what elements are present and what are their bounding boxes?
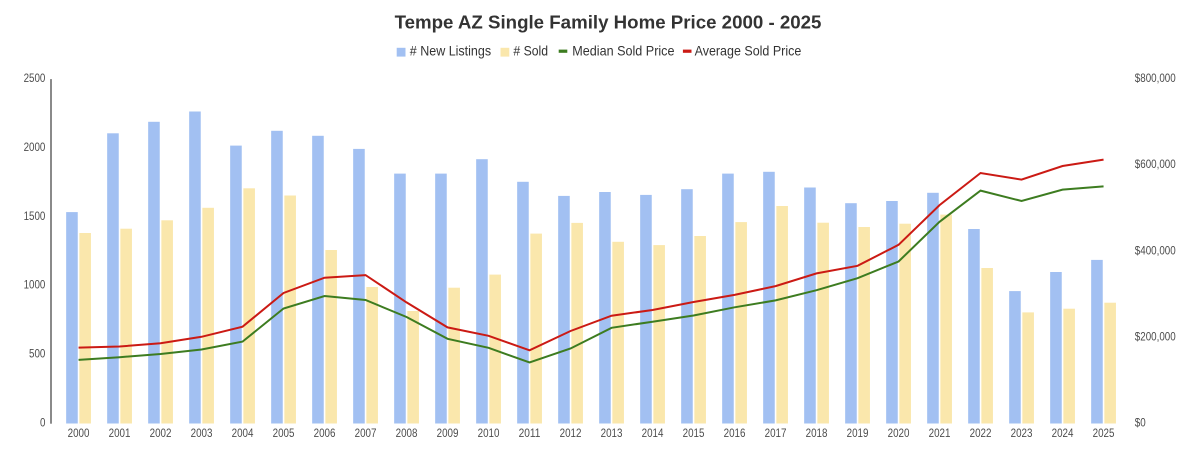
svg-text:1500: 1500 [24,209,46,223]
svg-text:2009: 2009 [437,426,459,440]
svg-text:2019: 2019 [847,426,869,440]
svg-text:2017: 2017 [765,426,787,440]
svg-text:2000: 2000 [68,426,90,440]
svg-text:$200,000: $200,000 [1135,329,1176,343]
svg-text:2025: 2025 [1093,426,1115,440]
svg-text:2008: 2008 [396,426,418,440]
svg-text:$0: $0 [1135,416,1146,430]
svg-text:2020: 2020 [888,426,910,440]
svg-text:2016: 2016 [724,426,746,440]
svg-text:2012: 2012 [560,426,582,440]
svg-text:# Sold: # Sold [513,43,548,59]
svg-text:2013: 2013 [601,426,623,440]
svg-text:# New Listings: # New Listings [410,43,491,59]
svg-text:2004: 2004 [232,426,254,440]
svg-text:2007: 2007 [355,426,377,440]
svg-text:2010: 2010 [478,426,500,440]
svg-text:2014: 2014 [642,426,664,440]
svg-text:2005: 2005 [273,426,295,440]
svg-text:2024: 2024 [1052,426,1074,440]
svg-text:2500: 2500 [24,71,46,85]
svg-text:2003: 2003 [191,426,213,440]
svg-text:2018: 2018 [806,426,828,440]
svg-text:500: 500 [29,347,46,361]
svg-text:2022: 2022 [970,426,992,440]
svg-text:2006: 2006 [314,426,336,440]
svg-text:2011: 2011 [519,426,541,440]
svg-text:1000: 1000 [24,278,46,292]
svg-text:2000: 2000 [24,140,46,154]
svg-text:2023: 2023 [1011,426,1033,440]
svg-text:$800,000: $800,000 [1135,71,1176,85]
svg-text:2001: 2001 [109,426,131,440]
svg-text:2021: 2021 [929,426,951,440]
svg-text:Average Sold Price: Average Sold Price [695,43,802,59]
svg-text:2015: 2015 [683,426,705,440]
svg-text:Median Sold Price: Median Sold Price [572,43,674,59]
svg-text:Tempe AZ Single Family Home Pr: Tempe AZ Single Family Home Price 2000 -… [395,11,822,32]
svg-text:$400,000: $400,000 [1135,243,1176,257]
svg-text:$600,000: $600,000 [1135,157,1176,171]
svg-text:2002: 2002 [150,426,172,440]
svg-text:0: 0 [40,416,46,430]
